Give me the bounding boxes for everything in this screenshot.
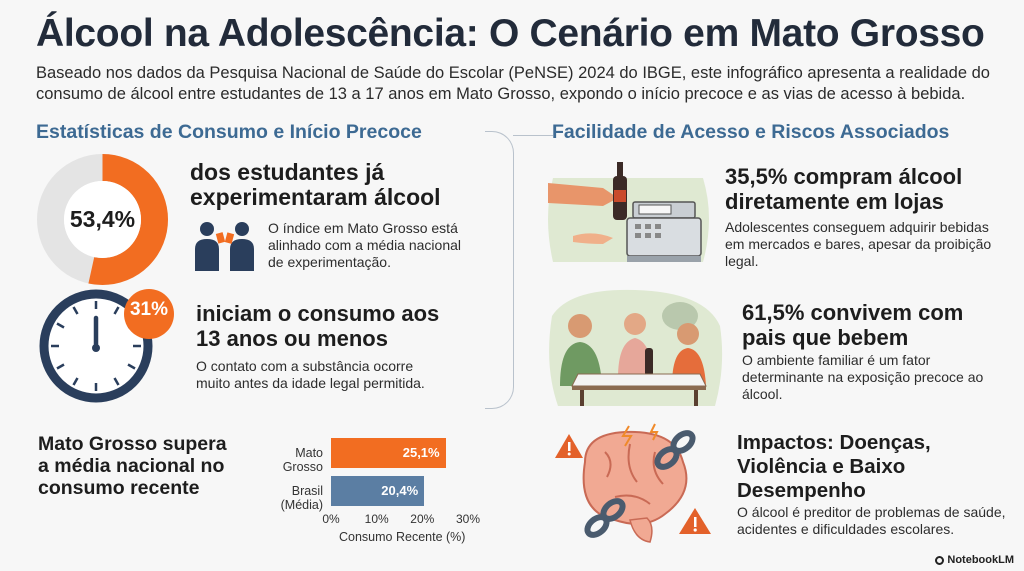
donut-fill	[37, 154, 168, 285]
bar-brasil: 20,4%	[331, 476, 425, 506]
left-section-title: Estatísticas de Consumo e Início Precoce	[36, 121, 422, 143]
experimentation-description: O índice em Mato Grosso está alinhado co…	[268, 220, 462, 270]
x-tick: 20%	[410, 512, 435, 526]
bar-value-brasil: 20,4%	[381, 483, 419, 498]
parents-headline: 61,5% convivem com pais que bebem	[742, 300, 964, 350]
section-divider	[485, 131, 514, 409]
x-tick: 30%	[455, 512, 481, 526]
recent-headline: Mato Grosso supera a média nacional no c…	[38, 433, 227, 499]
notebooklm-logo: NotebookLM	[935, 554, 1014, 566]
early-start-badge: 31%	[129, 299, 169, 320]
cash-register-icon	[626, 201, 702, 262]
brain-chain-icon	[555, 423, 711, 543]
warning-icon	[555, 434, 583, 458]
bar-label-mato-grosso: Mato Grosso	[282, 446, 323, 474]
bar-value-mato-grosso: 25,1%	[402, 445, 440, 460]
donut-value: 53,4%	[70, 206, 135, 232]
donut-center	[64, 181, 141, 258]
bar-label-brasil: Brasil (Média)	[280, 484, 323, 512]
bottle-purchase-icon	[548, 162, 709, 262]
x-tick: 10%	[364, 512, 389, 526]
x-tick: 0%	[322, 512, 340, 526]
parents-description: O ambiente familiar é um fator determina…	[742, 352, 984, 402]
impacts-description: O álcool é preditor de problemas de saúd…	[737, 504, 1006, 537]
page-title: Álcool na Adolescência: O Cenário em Mat…	[36, 12, 985, 55]
bar-mato-grosso: 25,1%	[331, 438, 446, 468]
early-start-headline: iniciam o consumo aos 13 anos ou menos	[196, 301, 440, 351]
early-start-description: O contato com a substância ocorre muito …	[196, 358, 425, 391]
page-subtitle: Baseado nos dados da Pesquisa Nacional d…	[36, 64, 990, 103]
x-axis-title: Consumo Recente (%)	[339, 530, 466, 544]
brand-label: NotebookLM	[947, 554, 1014, 566]
section-divider-cap	[513, 135, 553, 136]
family-dinner-icon	[549, 289, 723, 406]
right-section-title: Facilidade de Acesso e Riscos Associados	[552, 121, 950, 143]
impacts-headline: Impactos: Doenças, Violência e Baixo Des…	[737, 431, 931, 502]
stores-description: Adolescentes conseguem adquirir bebidas …	[725, 219, 992, 269]
experimentation-donut: 53,4%	[37, 154, 168, 285]
students-toasting-icon	[195, 222, 254, 271]
notebooklm-icon	[935, 556, 945, 565]
warning-icon	[679, 508, 711, 534]
experimentation-headline: dos estudantes já experimentaram álcool	[190, 159, 441, 210]
clock-icon	[39, 289, 174, 403]
stores-headline: 35,5% compram álcool diretamente em loja…	[725, 164, 963, 214]
